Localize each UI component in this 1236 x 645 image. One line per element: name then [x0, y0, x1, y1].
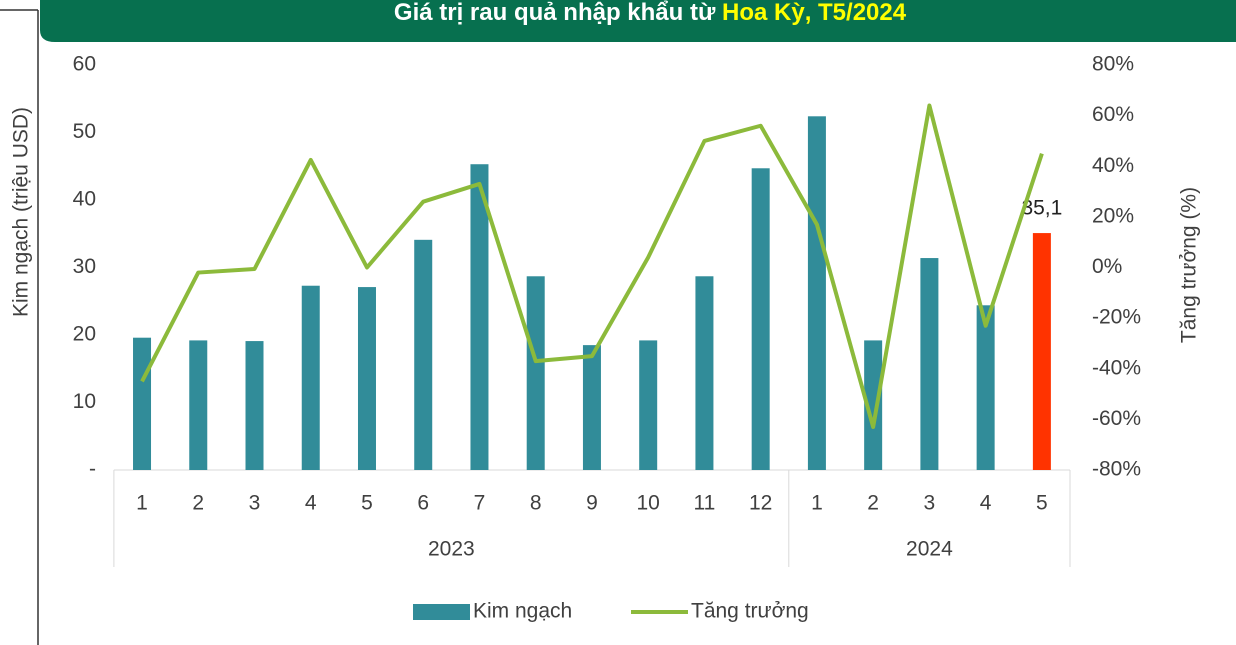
group-label: 2023 [428, 538, 475, 561]
x-tick-label: 10 [637, 492, 660, 515]
y2-tick-label: 80% [1092, 53, 1134, 76]
x-tick-label: 5 [361, 492, 373, 515]
y2-tick-label: -40% [1092, 356, 1141, 379]
x-tick-label: 12 [749, 492, 772, 515]
x-tick-label: 2 [192, 492, 204, 515]
bar [526, 276, 545, 470]
y2-tick-label: 20% [1092, 204, 1134, 227]
bar [920, 258, 939, 470]
bar [357, 287, 376, 470]
bar [414, 239, 433, 470]
x-tick-label: 3 [924, 492, 936, 515]
y-tick-label: 10 [73, 390, 96, 413]
x-tick-label: 1 [136, 492, 148, 515]
y2-tick-label: 40% [1092, 154, 1134, 177]
bar [976, 305, 995, 470]
chart-title: Giá trị rau quả nhập khẩu từ Hoa Kỳ, T5/… [394, 0, 907, 26]
y-tick-label: - [89, 458, 96, 481]
x-tick-label: 7 [474, 492, 486, 515]
legend-label: Tăng trưởng [691, 600, 809, 623]
bar [133, 337, 152, 470]
y-axis-label: Kim ngạch (triệu USD) [10, 107, 33, 317]
x-tick-label: 11 [694, 492, 716, 515]
bar [189, 340, 208, 470]
bar [582, 345, 601, 470]
y-tick-label: 40 [73, 188, 96, 211]
bar [470, 164, 489, 470]
x-tick-label: 8 [530, 492, 542, 515]
x-tick-label: 9 [586, 492, 598, 515]
y-tick-label: 50 [73, 120, 96, 143]
y2-axis-label: Tăng trưởng (%) [1178, 187, 1201, 343]
line [140, 103, 1044, 429]
y2-tick-label: 0% [1092, 255, 1122, 278]
bar [864, 340, 883, 470]
y-tick-label: 60 [73, 53, 96, 76]
data-label: 35,1 [1021, 197, 1062, 220]
bar [695, 276, 714, 470]
title: Giá trị rau quả nhập khẩu từ [394, 0, 722, 26]
bar [301, 285, 320, 470]
title-banner [40, 0, 1236, 42]
bar [639, 340, 658, 470]
y-tick-label: 30 [73, 255, 96, 278]
y2-tick-label: -20% [1092, 306, 1141, 329]
y2-tick-label: -60% [1092, 407, 1141, 430]
x-tick-label: 4 [980, 492, 992, 515]
x-tick-label: 1 [811, 492, 823, 515]
title-highlight: Hoa Kỳ, T5/2024 [722, 0, 907, 26]
group-label: 2024 [906, 538, 953, 561]
bar [751, 168, 770, 470]
x-tick-label: 2 [867, 492, 879, 515]
bar [807, 116, 826, 471]
x-tick-label: 6 [417, 492, 429, 515]
y2-tick-label: -80% [1092, 458, 1141, 481]
legend-swatch [413, 604, 470, 620]
y-tick-label: 20 [73, 323, 96, 346]
bar [1032, 233, 1051, 470]
legend-label: Kim ngạch [473, 600, 572, 623]
x-tick-label: 3 [249, 492, 261, 515]
bar [245, 341, 264, 470]
x-tick-label: 4 [305, 492, 317, 515]
x-tick-label: 5 [1036, 492, 1048, 515]
y2-tick-label: 60% [1092, 103, 1134, 126]
